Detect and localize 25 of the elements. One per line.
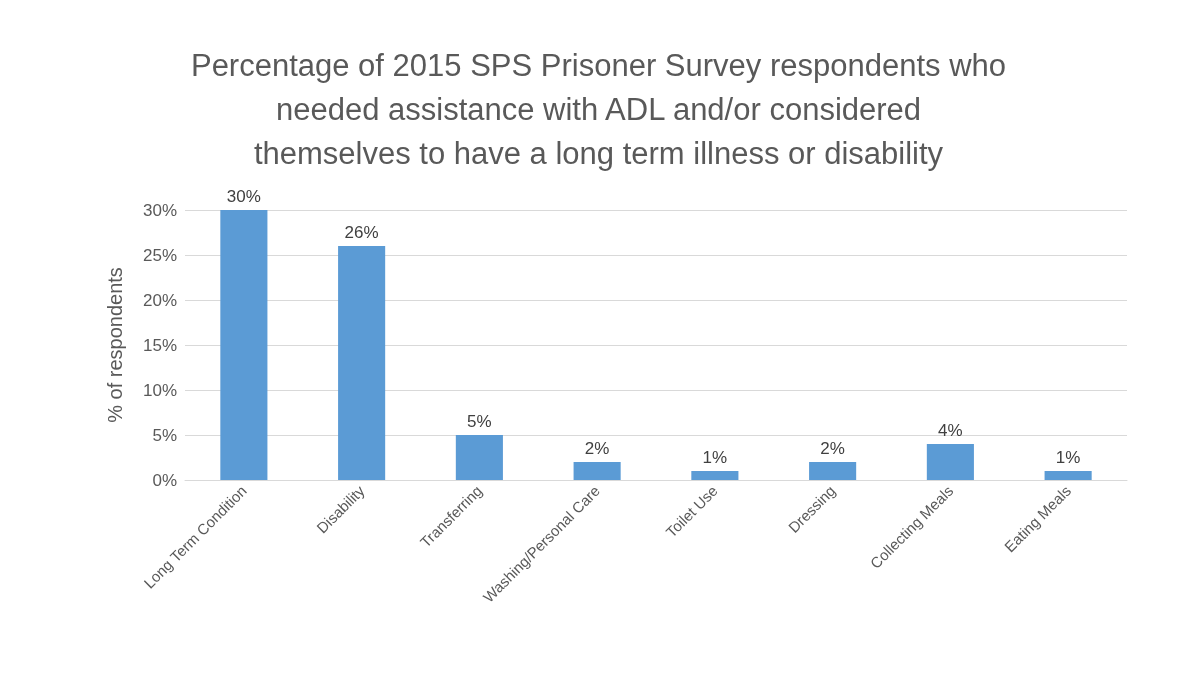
bar (338, 246, 386, 480)
data-label: 5% (467, 412, 492, 431)
data-label: 4% (938, 421, 963, 440)
bar (220, 210, 268, 480)
y-tick-label: 5% (152, 425, 177, 445)
data-label: 2% (584, 439, 610, 458)
chart-title: Percentage of 2015 SPS Prisoner Survey respondents who needed assistance with ADL and/or considered themselves to have a long term illness or disability (190, 47, 1007, 171)
bar (455, 435, 503, 480)
y-tick-label: 20% (142, 290, 177, 310)
bar (809, 462, 857, 480)
bar (1044, 471, 1092, 480)
y-tick-label: 0% (152, 470, 177, 490)
y-tick-label: 10% (142, 380, 177, 400)
bar (573, 462, 621, 480)
data-label: 1% (1055, 448, 1081, 467)
data-label: 26% (344, 223, 379, 242)
data-label: 30% (226, 187, 261, 206)
data-label: 1% (702, 448, 728, 467)
y-axis-title: % of respondents (104, 267, 126, 423)
y-tick-label: 30% (142, 200, 177, 220)
bar (691, 471, 739, 480)
y-tick-label: 25% (142, 245, 177, 265)
y-tick-label: 15% (142, 335, 177, 355)
bar (926, 444, 974, 480)
data-label: 2% (820, 439, 845, 458)
